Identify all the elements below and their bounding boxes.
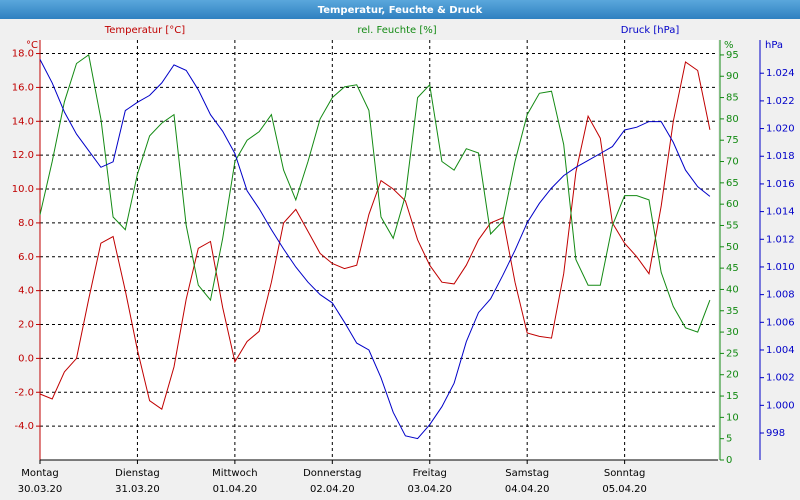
x-day-label: Samstag: [505, 468, 549, 479]
y2-tick-label: 95: [726, 50, 739, 61]
y-tick-label: 16.0: [12, 82, 34, 93]
y2-tick-label: 60: [726, 199, 739, 210]
y2-tick-label: 85: [726, 93, 739, 104]
y2-tick-label: 55: [726, 220, 739, 231]
y2-tick-label: 15: [726, 391, 739, 402]
y2-tick-label: 75: [726, 135, 739, 146]
y-unit: °C: [26, 40, 38, 51]
y-tick-label: 12.0: [12, 150, 34, 161]
y-tick-label: 2.0: [18, 320, 34, 331]
y3-tick-label: 1.000: [766, 400, 795, 411]
y-tick-label: -4.0: [14, 421, 34, 432]
y2-tick-label: 20: [726, 370, 739, 381]
y3-tick-label: 1.024: [766, 68, 795, 79]
x-day-label: Donnerstag: [303, 468, 361, 479]
y3-tick-label: 998: [766, 428, 785, 439]
y-tick-label: 6.0: [18, 252, 34, 263]
x-day-label: Montag: [21, 468, 58, 479]
series-line: [39, 54, 711, 333]
y-tick-label: 4.0: [18, 286, 34, 297]
y3-tick-label: 1.016: [766, 179, 795, 190]
y3-tick-label: 1.008: [766, 290, 795, 301]
y2-tick-label: 30: [726, 327, 739, 338]
x-day-label: Dienstag: [115, 468, 160, 479]
plot-area: [40, 40, 718, 460]
y3-tick-label: 1.002: [766, 373, 795, 384]
x-tick-label: 04.04.20: [505, 484, 550, 495]
chart-title: Temperatur, Feuchte & Druck: [318, 5, 483, 16]
x-tick-label: 02.04.20: [310, 484, 355, 495]
legend-label: Druck [hPa]: [621, 25, 680, 36]
y3-tick-label: 1.010: [766, 262, 795, 273]
x-tick-label: 03.04.20: [407, 484, 452, 495]
y2-tick-label: 50: [726, 242, 739, 253]
y3-tick-label: 1.014: [766, 207, 795, 218]
x-tick-label: 31.03.20: [115, 484, 160, 495]
y-tick-label: -2.0: [14, 387, 34, 398]
y2-tick-label: 25: [726, 348, 739, 359]
y2-tick-label: 65: [726, 178, 739, 189]
x-day-label: Freitag: [413, 468, 447, 479]
y-tick-label: 18.0: [12, 49, 34, 60]
x-day-label: Sonntag: [604, 468, 646, 479]
x-day-label: Mittwoch: [212, 468, 257, 479]
y2-tick-label: 45: [726, 263, 739, 274]
y3-tick-label: 1.022: [766, 96, 795, 107]
series-line: [39, 59, 711, 440]
y2-tick-label: 90: [726, 71, 739, 82]
x-tick-label: 30.03.20: [18, 484, 63, 495]
legend-label: Temperatur [°C]: [104, 25, 185, 36]
y-tick-label: 14.0: [12, 116, 34, 127]
y2-tick-label: 70: [726, 157, 739, 168]
y2-tick-label: 0: [726, 455, 732, 466]
legend-label: rel. Feuchte [%]: [357, 25, 436, 36]
y2-tick-label: 40: [726, 284, 739, 295]
y3-unit: hPa: [765, 40, 783, 51]
series-line: [39, 61, 711, 411]
y3-tick-label: 1.020: [766, 124, 795, 135]
y-tick-label: 10.0: [12, 184, 34, 195]
title-bar: [0, 0, 800, 19]
y3-tick-label: 1.006: [766, 317, 795, 328]
y2-tick-label: 10: [726, 412, 739, 423]
y3-tick-label: 1.004: [766, 345, 795, 356]
y2-tick-label: 80: [726, 114, 739, 125]
y3-tick-label: 1.018: [766, 151, 795, 162]
y2-tick-label: 35: [726, 306, 739, 317]
y3-tick-label: 1.012: [766, 234, 795, 245]
y-tick-label: 8.0: [18, 218, 34, 229]
x-tick-label: 05.04.20: [602, 484, 647, 495]
y2-tick-label: 5: [726, 434, 732, 445]
y2-unit: %: [724, 40, 734, 51]
x-tick-label: 01.04.20: [213, 484, 258, 495]
y-tick-label: 0.0: [18, 353, 34, 364]
